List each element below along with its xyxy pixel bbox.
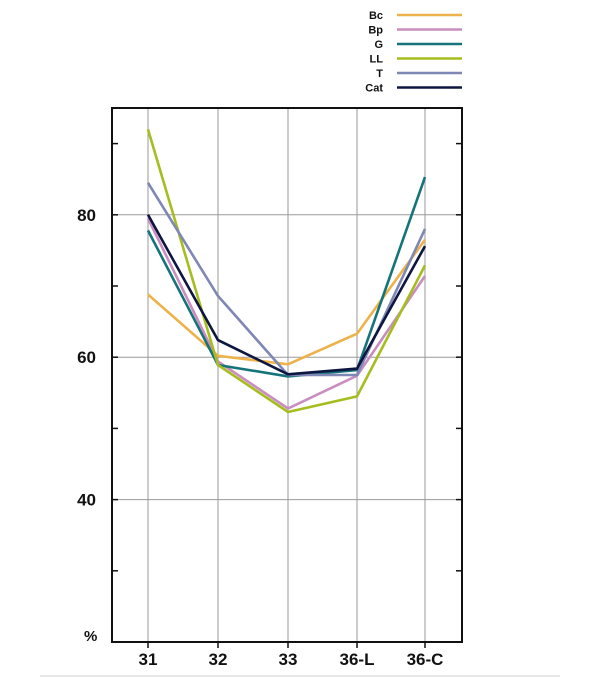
x-tick-label-33: 33 bbox=[279, 650, 298, 669]
legend-label-g: G bbox=[374, 39, 383, 51]
x-tick-label-36-l: 36-L bbox=[340, 650, 375, 669]
legend-label-ll: LL bbox=[370, 54, 384, 66]
series-line-bp bbox=[146, 217, 427, 410]
y-tick-label-80: 80 bbox=[77, 206, 96, 225]
legend-label-bc: Bc bbox=[369, 10, 383, 22]
x-tick-label-31: 31 bbox=[139, 650, 158, 669]
plot-series bbox=[146, 129, 427, 414]
plot-axes: 40 60 80 31 32 33 36-L 36-C bbox=[77, 142, 462, 669]
x-tick-label-36-c: 36-C bbox=[407, 650, 444, 669]
y-tick-label-40: 40 bbox=[77, 491, 96, 510]
legend-label-t: T bbox=[376, 68, 383, 80]
legend-label-cat: Cat bbox=[365, 83, 383, 95]
series-line-cat bbox=[146, 214, 427, 376]
y-unit-label: % bbox=[84, 628, 97, 645]
x-tick-label-32: 32 bbox=[209, 650, 228, 669]
legend: Bc Bp G LL T Cat bbox=[365, 10, 462, 95]
series-line-ll bbox=[146, 129, 427, 414]
legend-label-bp: Bp bbox=[368, 25, 383, 37]
plot-frame bbox=[111, 107, 463, 643]
y-tick-label-60: 60 bbox=[77, 348, 96, 367]
series-line-g bbox=[146, 176, 427, 378]
